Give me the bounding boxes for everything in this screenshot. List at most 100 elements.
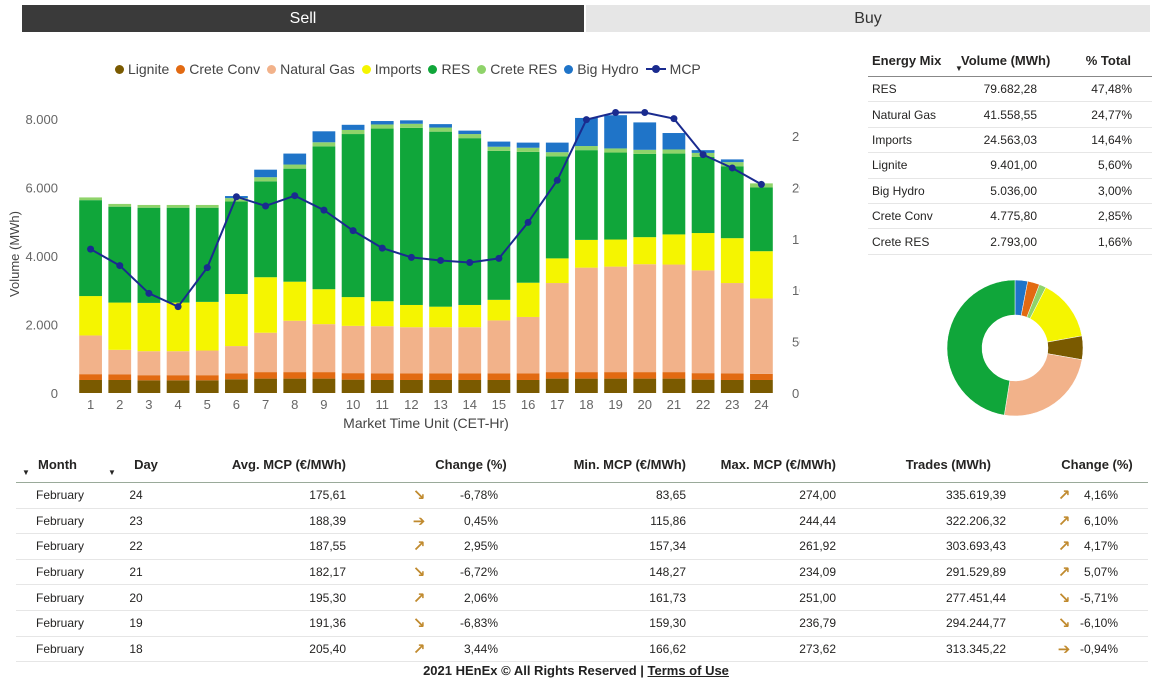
bar-segment[interactable] [312,131,336,143]
mcp-point[interactable] [203,264,211,272]
mcp-point[interactable] [437,256,445,264]
bar-segment[interactable] [166,375,190,381]
bar-segment[interactable] [400,304,423,328]
table-row[interactable]: February 19 191,36 ↘ -6,83% 159,30 236,79 294.2… [16,611,1148,637]
bar-segment[interactable] [195,380,219,393]
bar-segment[interactable] [312,378,336,393]
mcp-point[interactable] [407,253,415,261]
bar-segment[interactable] [662,149,686,154]
bar-segment[interactable] [79,296,102,336]
bar-segment[interactable] [137,207,161,303]
bar-segment[interactable] [575,117,598,147]
bar-segment[interactable] [341,297,365,326]
bar-segment[interactable] [79,335,102,375]
bar-segment[interactable] [429,124,452,128]
bar-segment[interactable] [545,283,569,373]
bar-segment[interactable] [400,123,423,128]
bar-segment[interactable] [545,142,569,153]
mcp-point[interactable] [116,262,124,270]
donut-slice[interactable] [946,279,1016,416]
mcp-point[interactable] [524,218,532,226]
bar-segment[interactable] [604,239,627,267]
bar-segment[interactable] [750,187,773,252]
bar-segment[interactable] [662,234,686,265]
bar-segment[interactable] [108,379,132,393]
col-avg-mcp[interactable]: Avg. MCP (€/MWh) [231,456,346,472]
bar-segment[interactable] [195,350,219,376]
bar-segment[interactable] [516,142,540,148]
bar-segment[interactable] [720,159,744,163]
bar-segment[interactable] [312,142,336,147]
bar-segment[interactable] [750,379,773,393]
bar-segment[interactable] [720,283,744,374]
bar-segment[interactable] [254,181,277,278]
bar-segment[interactable] [137,204,161,208]
bar-segment[interactable] [662,378,686,393]
bar-segment[interactable] [225,294,248,347]
bar-segment[interactable] [166,204,190,208]
bar-segment[interactable] [370,373,394,380]
bar-segment[interactable] [254,378,277,393]
energy-mix-row[interactable]: Crete RES 2.793,00 1,66% [868,229,1152,255]
bar-segment[interactable] [283,378,307,393]
bar-segment[interactable] [487,299,511,321]
col-max-mcp[interactable]: Max. MCP (€/MWh) [720,456,836,472]
bar-segment[interactable] [137,380,161,393]
mcp-point[interactable] [320,206,328,214]
bar-segment[interactable] [283,320,307,373]
bar-segment[interactable] [341,129,365,135]
bar-segment[interactable] [79,374,102,380]
col-min-mcp[interactable]: Min. MCP (€/MWh) [573,456,686,472]
bar-segment[interactable] [312,372,336,379]
energy-mix-row[interactable]: Natural Gas 41.558,55 24,77% [868,102,1152,128]
bar-segment[interactable] [487,379,511,393]
bar-segment[interactable] [458,379,482,393]
tab-buy[interactable]: Buy [586,5,1150,32]
bar-segment[interactable] [195,204,219,208]
energy-mix-row[interactable]: Lignite 9.401,00 5,60% [868,153,1152,179]
bar-segment[interactable] [108,203,132,207]
bar-segment[interactable] [370,379,394,393]
table-row[interactable]: February 24 175,61 ↘ -6,78% 83,65 274,00 335.61… [16,483,1148,509]
energy-mix-row[interactable]: Crete Conv 4.775,80 2,85% [868,204,1152,230]
bar-segment[interactable] [458,138,482,305]
bar-segment[interactable] [429,379,452,393]
bar-segment[interactable] [604,115,627,149]
bar-segment[interactable] [108,349,132,375]
bar-segment[interactable] [166,380,190,393]
legend-item-mcp[interactable]: MCP [645,61,701,77]
legend-item[interactable]: Lignite [115,61,169,77]
bar-segment[interactable] [750,298,773,374]
bar-segment[interactable] [225,346,248,374]
bar-segment[interactable] [662,264,686,373]
bar-segment[interactable] [604,152,627,240]
bar-segment[interactable] [575,378,598,393]
bar-segment[interactable] [137,351,161,376]
bar-segment[interactable] [458,134,482,139]
bar-segment[interactable] [195,375,219,381]
bar-segment[interactable] [750,373,773,380]
terms-of-use-link[interactable]: Terms of Use [647,663,729,678]
bar-segment[interactable] [487,141,511,147]
energy-mix-row[interactable]: RES 79.682,28 47,48% [868,77,1152,103]
legend-item[interactable]: Big Hydro [564,61,639,77]
energy-mix-row[interactable]: Imports 24.563,03 14,64% [868,128,1152,154]
bar-segment[interactable] [370,128,394,302]
bar-segment[interactable] [166,302,190,352]
bar-segment[interactable] [225,379,248,393]
sort-desc-icon[interactable]: ▼ [955,64,963,73]
mcp-point[interactable] [349,227,357,235]
bar-segment[interactable] [108,302,132,350]
bar-segment[interactable] [487,146,511,151]
bar-segment[interactable] [720,238,744,284]
bar-segment[interactable] [370,121,394,125]
bar-segment[interactable] [312,289,336,325]
legend-item[interactable]: Natural Gas [267,61,355,77]
bar-segment[interactable] [720,162,744,167]
sort-desc-icon[interactable]: ▼ [108,468,116,477]
energy-mix-row[interactable]: Big Hydro 5.036,00 3,00% [868,179,1152,204]
bar-segment[interactable] [108,206,132,303]
bar-segment[interactable] [283,168,307,282]
bar-segment[interactable] [370,301,394,327]
bar-segment[interactable] [633,378,657,393]
